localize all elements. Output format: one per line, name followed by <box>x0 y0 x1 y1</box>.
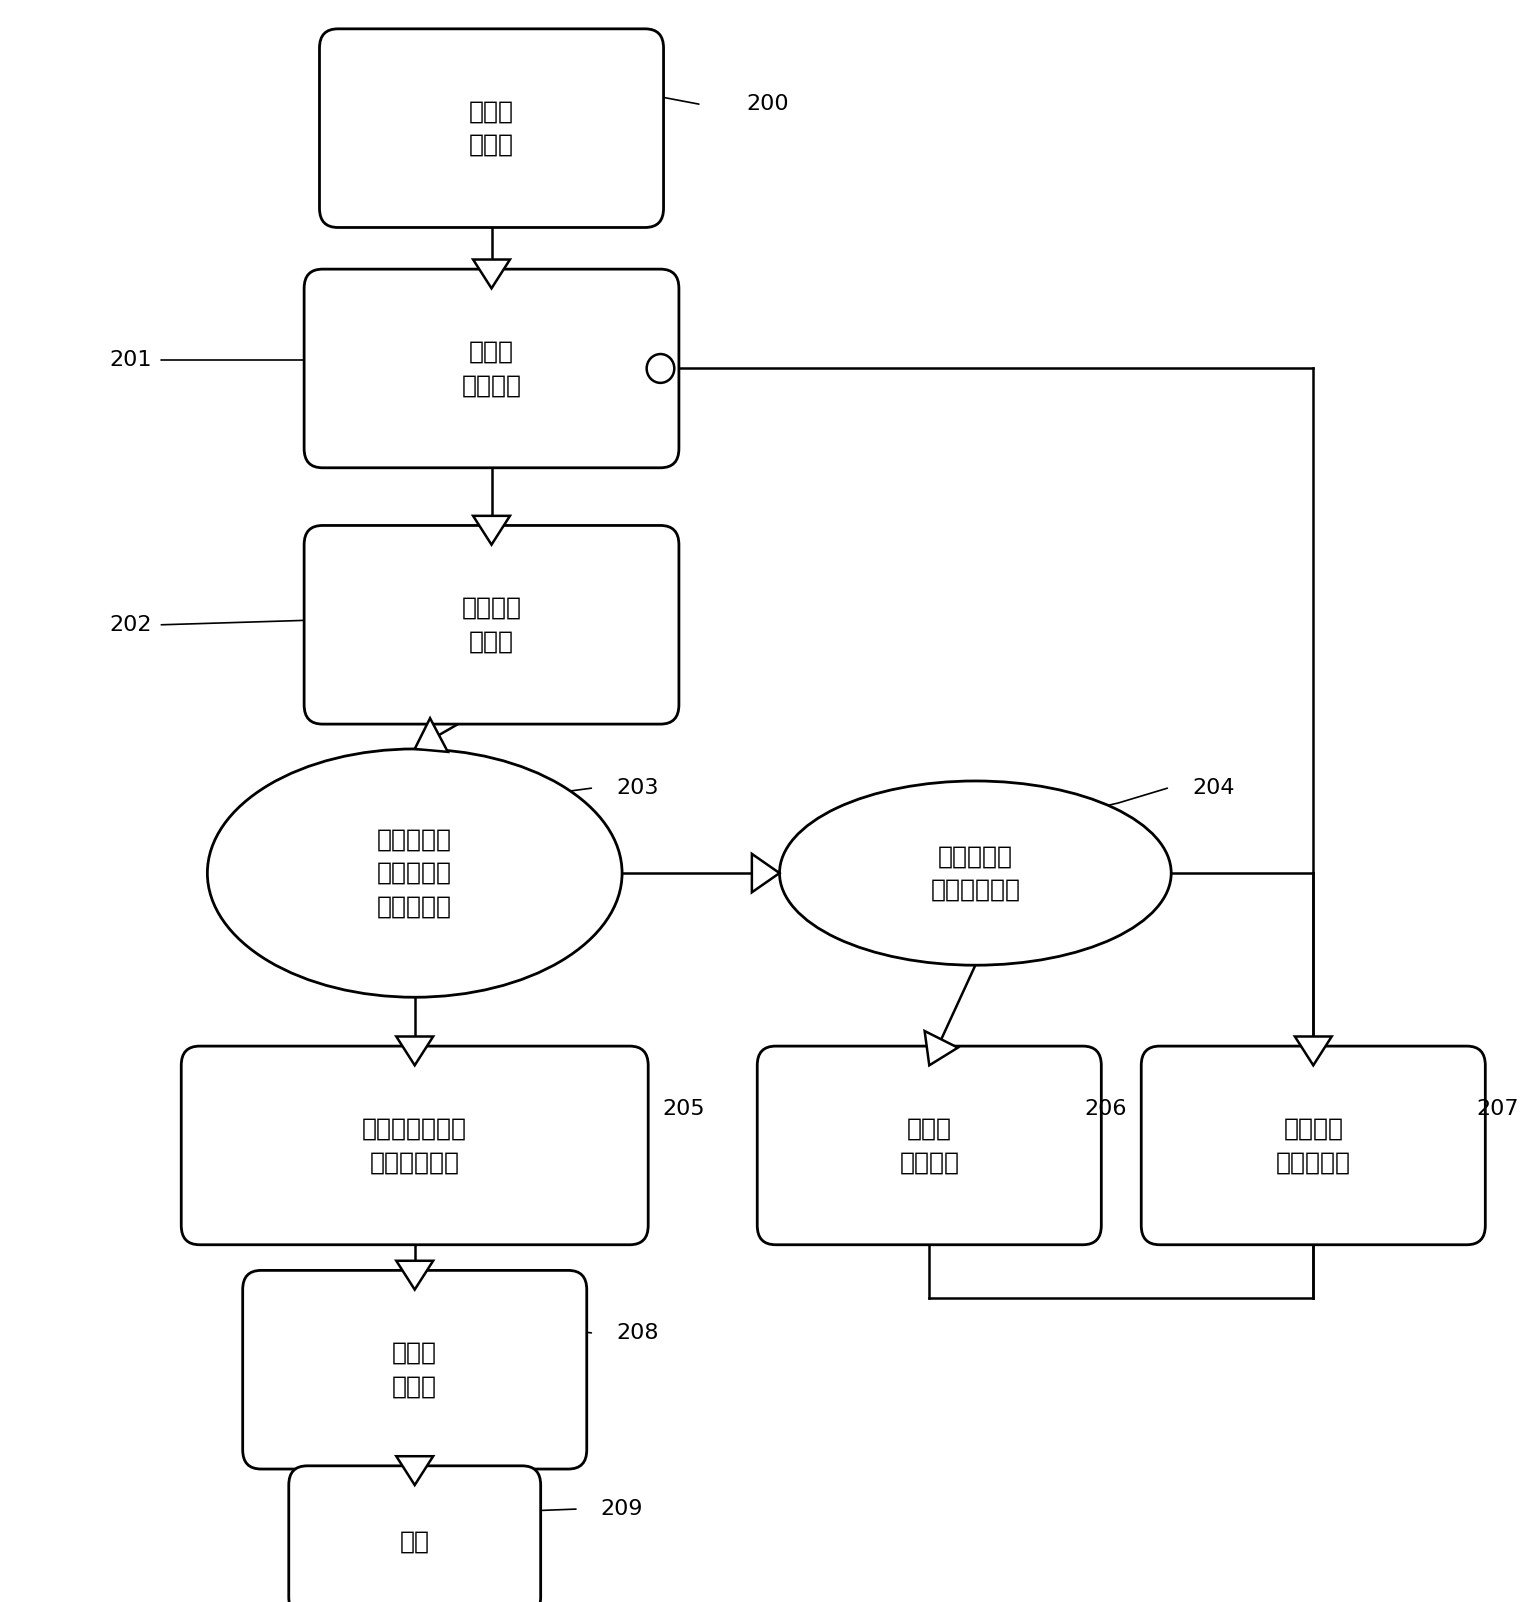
FancyBboxPatch shape <box>181 1046 648 1245</box>
Polygon shape <box>415 718 449 751</box>
Polygon shape <box>753 854 780 892</box>
Text: 204: 204 <box>1192 779 1235 798</box>
Text: 燃烧室压强
大于目标压强: 燃烧室压强 大于目标压强 <box>931 844 1020 902</box>
FancyBboxPatch shape <box>319 29 664 227</box>
Text: 203: 203 <box>616 779 659 798</box>
Ellipse shape <box>779 782 1170 964</box>
Text: 200: 200 <box>746 95 790 114</box>
Text: 打开排
气阀排气: 打开排 气阀排气 <box>899 1117 960 1174</box>
Text: 开启高压
进气阀进气: 开启高压 进气阀进气 <box>1276 1117 1350 1174</box>
Polygon shape <box>925 1032 958 1065</box>
Text: 206: 206 <box>1084 1099 1127 1118</box>
Text: 202: 202 <box>109 615 152 634</box>
FancyBboxPatch shape <box>304 525 679 724</box>
Text: 209: 209 <box>601 1499 644 1519</box>
Text: 205: 205 <box>662 1099 705 1118</box>
Text: 208: 208 <box>616 1323 659 1342</box>
Polygon shape <box>396 1036 433 1065</box>
Text: 打开缓
冲进气阀: 打开缓 冲进气阀 <box>461 340 522 397</box>
Polygon shape <box>473 260 510 288</box>
Text: 数据采
集处理: 数据采 集处理 <box>392 1341 438 1399</box>
Text: 关闭缓冲进气阀
发出点火命令: 关闭缓冲进气阀 发出点火命令 <box>362 1117 467 1174</box>
Ellipse shape <box>207 748 622 996</box>
Circle shape <box>647 354 674 383</box>
Polygon shape <box>396 1261 433 1290</box>
FancyBboxPatch shape <box>757 1046 1101 1245</box>
Text: 动态检
测开始: 动态检 测开始 <box>468 99 515 157</box>
Text: 201: 201 <box>109 351 152 370</box>
Text: 燃烧室压力
是否在设定
压力范围内: 燃烧室压力 是否在设定 压力范围内 <box>378 828 452 918</box>
Polygon shape <box>473 516 510 545</box>
FancyBboxPatch shape <box>243 1270 587 1469</box>
FancyBboxPatch shape <box>289 1466 541 1602</box>
Text: 207: 207 <box>1476 1099 1519 1118</box>
Text: 结束: 结束 <box>399 1530 430 1552</box>
Text: 检测燃烧
室压力: 检测燃烧 室压力 <box>461 596 522 654</box>
FancyBboxPatch shape <box>304 269 679 468</box>
Polygon shape <box>396 1456 433 1485</box>
Polygon shape <box>1295 1036 1332 1065</box>
FancyBboxPatch shape <box>1141 1046 1485 1245</box>
